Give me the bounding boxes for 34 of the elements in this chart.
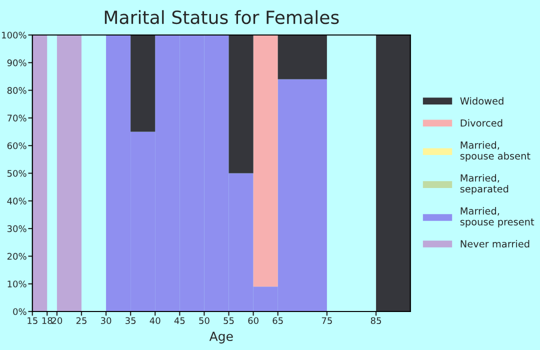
legend-label: Divorced (460, 119, 502, 127)
legend-label: Married, spouse absent (460, 141, 530, 162)
y-tick-label: 0% (13, 308, 26, 316)
bar (253, 35, 278, 287)
y-tick-label: 80% (7, 87, 26, 94)
legend-label: Widowed (460, 97, 504, 105)
chart-title: Marital Status for Females (104, 10, 339, 24)
x-tick-label: 15 (28, 317, 38, 324)
legend-label: Married, spouse present (460, 207, 534, 228)
x-tick-label: 60 (248, 317, 258, 324)
x-tick-label: 20 (52, 317, 62, 324)
legend-label: Never married (460, 240, 530, 248)
x-tick-label: 65 (272, 317, 283, 324)
x-tick-label: 35 (126, 317, 136, 324)
y-tick-label: 10% (8, 280, 26, 288)
y-tick-label: 70% (8, 114, 26, 122)
x-tick-label: 85 (370, 317, 381, 324)
y-tick-label: 20% (7, 252, 26, 260)
x-tick-label: 25 (76, 317, 86, 324)
x-axis-title: Age (209, 332, 233, 344)
x-tick-label: 50 (199, 317, 210, 324)
legend-label: Married, separated (460, 174, 508, 194)
x-tick-label: 40 (150, 317, 160, 324)
y-tick-label: 100% (2, 32, 26, 39)
x-tick-label: 30 (100, 317, 112, 324)
x-tick-label: 18 (42, 317, 52, 324)
y-tick-label: 90% (7, 59, 26, 66)
y-tick-label: 40% (7, 198, 26, 204)
x-tick-label: 75 (322, 317, 332, 324)
y-tick-label: 60% (7, 142, 26, 150)
y-tick-label: 30% (7, 225, 26, 232)
x-tick-label: 55 (224, 317, 234, 324)
y-tick-label: 50% (7, 170, 26, 177)
x-tick-label: 45 (174, 317, 185, 324)
